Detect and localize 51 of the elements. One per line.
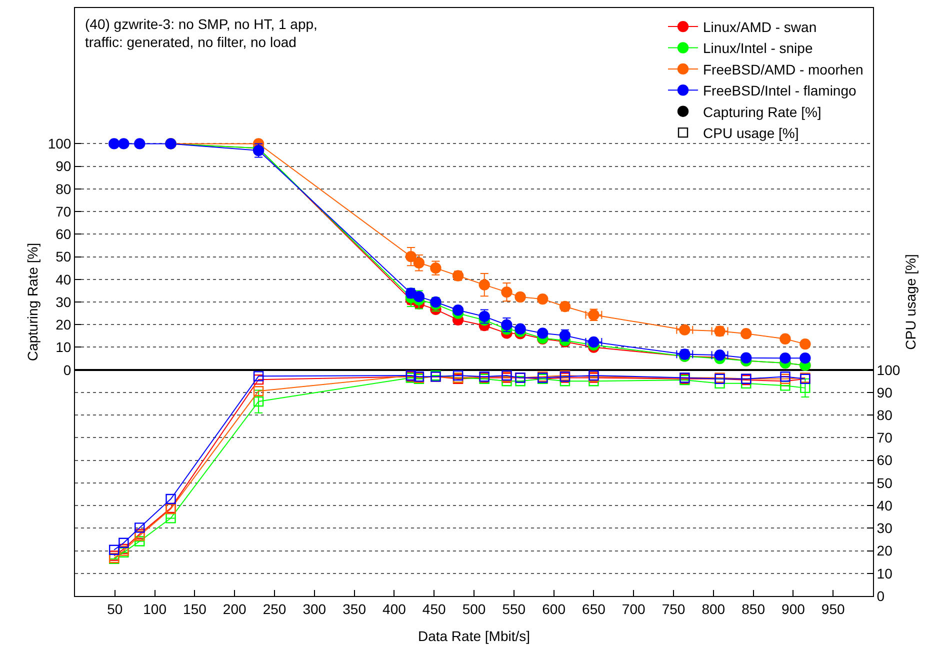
y2-tick-label: 50 xyxy=(876,474,893,491)
x-tick-label: 200 xyxy=(222,600,246,617)
x-tick-label: 150 xyxy=(183,600,207,617)
x-tick-label: 500 xyxy=(462,600,486,617)
y2-tick-label: 70 xyxy=(876,430,893,446)
x-tick-label: 700 xyxy=(622,600,646,617)
y2-tick-label: 100 xyxy=(876,362,900,378)
legend-label: FreeBSD/AMD - moorhen xyxy=(703,61,864,78)
y-tick-label: 60 xyxy=(56,226,72,242)
x-tick-label: 550 xyxy=(502,600,526,617)
x-tick-label: 450 xyxy=(422,600,446,617)
x-tick-label: 50 xyxy=(107,600,123,617)
legend-label: FreeBSD/Intel - flamingo xyxy=(703,82,857,99)
y2-tick-label: 0 xyxy=(876,588,885,604)
y-tick-label: 40 xyxy=(56,271,72,288)
y2-tick-label: 30 xyxy=(876,520,893,536)
legend-label: Linux/Intel - snipe xyxy=(703,40,813,56)
legend-label: Capturing Rate [%] xyxy=(703,104,822,120)
y-tick-label: 20 xyxy=(56,316,72,333)
y-tick-label: 100 xyxy=(48,136,72,152)
x-tick-label: 900 xyxy=(782,600,806,617)
y2-tick-label: 40 xyxy=(876,497,893,514)
legend-label: CPU usage [%] xyxy=(703,125,799,141)
x-tick-label: 600 xyxy=(542,600,566,617)
y2-axis-title: CPU usage [%] xyxy=(902,254,919,350)
annotation: (40) gzwrite-3: no SMP, no HT, 1 app, traffic: generated, no filter, no load xyxy=(85,16,318,50)
x-tick-label: 400 xyxy=(382,600,406,617)
y-axis-title: Capturing Rate [%] xyxy=(24,242,40,362)
y-tick-label: 50 xyxy=(56,248,72,265)
y-tick-label: 80 xyxy=(56,180,72,197)
y-tick-label: 90 xyxy=(56,158,72,174)
x-tick-label: 800 xyxy=(702,600,726,617)
y-tick-label: 30 xyxy=(56,294,72,310)
y-tick-label: 0 xyxy=(63,362,72,378)
x-axis-title: Data Rate [Mbit/s] xyxy=(418,628,530,644)
x-tick-label: 850 xyxy=(742,600,766,617)
y2-tick-label: 80 xyxy=(876,406,893,423)
x-tick-label: 250 xyxy=(262,600,286,617)
y2-tick-label: 90 xyxy=(876,384,893,400)
x-tick-label: 950 xyxy=(821,600,845,617)
x-tick-label: 750 xyxy=(662,600,686,617)
y2-tick-label: 60 xyxy=(876,452,893,468)
x-tick-label: 350 xyxy=(342,600,366,617)
legend-label: Linux/AMD - swan xyxy=(703,19,817,35)
x-tick-label: 300 xyxy=(302,600,326,617)
x-tick-label: 100 xyxy=(143,600,167,617)
y2-tick-label: 20 xyxy=(876,542,893,559)
y2-tick-label: 10 xyxy=(876,565,893,582)
y-tick-label: 10 xyxy=(56,339,72,356)
x-tick-label: 650 xyxy=(582,600,606,617)
y-tick-label: 70 xyxy=(56,203,72,220)
